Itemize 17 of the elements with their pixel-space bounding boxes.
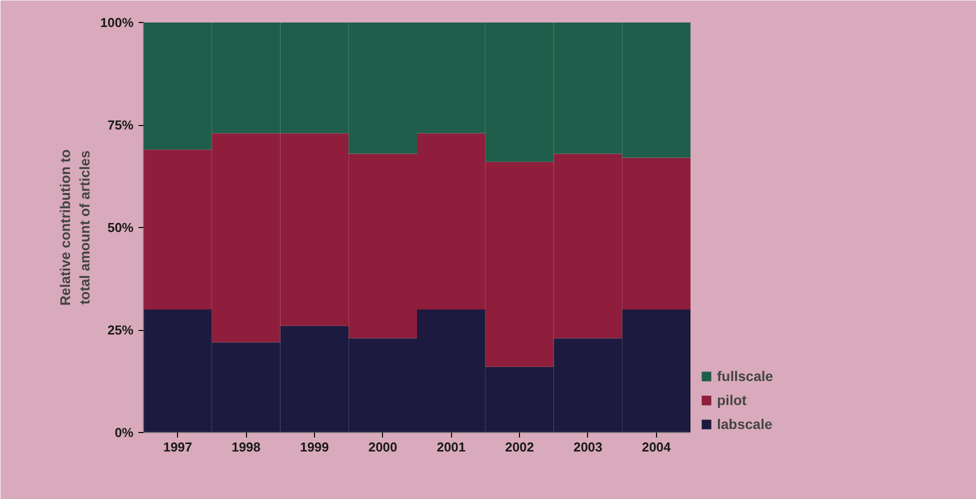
y-tick-label: 100% — [100, 15, 134, 30]
legend-label: pilot — [717, 392, 747, 408]
y-tick-label: 75% — [107, 118, 134, 132]
y-tick-label: 25% — [107, 322, 134, 338]
x-tick-label: 1997 — [163, 440, 192, 454]
y-tick-label: 0% — [114, 425, 134, 440]
y-axis-title: Relative contribution to total amount of articles — [57, 149, 92, 306]
x-tick-label: 2000 — [368, 440, 398, 454]
x-tick-label: 1998 — [232, 440, 261, 454]
y-tick-label: 50% — [107, 220, 134, 235]
x-tick-label: 2003 — [573, 440, 602, 454]
legend-label: labscale — [717, 416, 772, 432]
x-tick-label: 1999 — [300, 440, 329, 454]
x-tick-label: 2002 — [505, 440, 534, 454]
x-tick-label: 2001 — [436, 440, 466, 454]
x-tick-label: 2004 — [642, 440, 672, 454]
legend-label: fullscale — [717, 368, 774, 384]
